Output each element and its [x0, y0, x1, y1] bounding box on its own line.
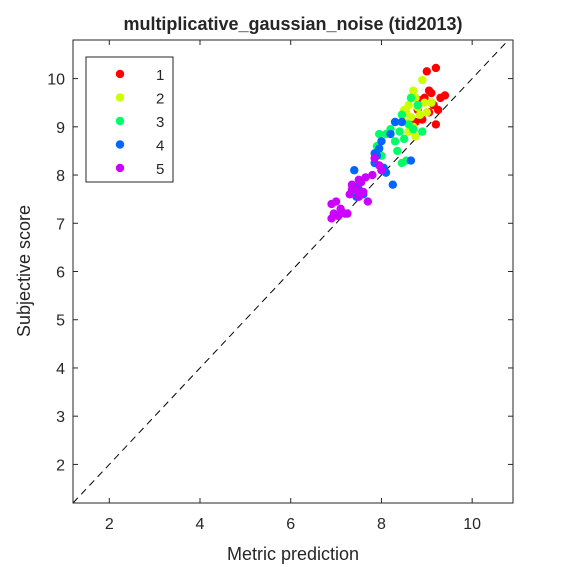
- legend-label-4: 4: [156, 138, 164, 155]
- data-point-series-5: [327, 199, 336, 209]
- data-point-series-1: [433, 105, 443, 115]
- data-point-series-3: [418, 127, 427, 136]
- x-tick-label: 2: [105, 516, 114, 533]
- data-point-series-5: [368, 170, 377, 180]
- data-point-series-1: [431, 63, 441, 73]
- data-point-series-3: [406, 93, 416, 103]
- y-tick-label: 5: [56, 313, 65, 330]
- data-point-series-3: [397, 110, 407, 119]
- y-tick-label: 6: [56, 265, 65, 282]
- y-axis-label: Subjective score: [14, 205, 34, 337]
- data-point-series-2: [415, 110, 425, 119]
- data-point-series-4: [377, 137, 386, 146]
- x-tick-label: 6: [286, 516, 295, 533]
- legend-marker-3: [115, 116, 125, 126]
- y-tick-label: 10: [47, 72, 65, 89]
- y-tick-label: 8: [56, 168, 65, 185]
- data-point-series-1: [431, 120, 441, 129]
- data-point-series-2: [411, 132, 420, 141]
- legend-marker-5: [115, 163, 125, 173]
- legend: 1 2 3 4 5: [85, 56, 174, 183]
- data-point-series-4: [397, 117, 407, 127]
- y-tick-label: 9: [56, 120, 65, 137]
- x-tick-label: 10: [463, 516, 481, 533]
- x-tick-label: 8: [377, 516, 386, 533]
- x-tick-label: 4: [196, 516, 205, 533]
- data-point-series-1: [427, 88, 436, 98]
- legend-label-5: 5: [156, 161, 164, 178]
- data-point-series-2: [406, 112, 416, 122]
- y-tick-label: 2: [56, 457, 65, 474]
- legend-label-2: 2: [156, 91, 164, 108]
- x-axis-label: Metric prediction: [227, 544, 359, 564]
- data-point-series-5: [363, 197, 373, 206]
- data-point-series-4: [386, 129, 395, 139]
- data-point-series-5: [347, 185, 357, 194]
- data-point-series-3: [395, 127, 404, 136]
- data-point-series-3: [374, 129, 384, 139]
- data-point-series-2: [409, 86, 418, 95]
- data-point-series-3: [413, 100, 422, 110]
- y-tick-label: 4: [56, 361, 65, 378]
- data-point-series-2: [422, 108, 432, 117]
- data-point-series-2: [418, 75, 427, 85]
- legend-marker-4: [115, 140, 125, 149]
- data-point-series-3: [399, 134, 409, 144]
- data-point-series-5: [356, 178, 366, 187]
- data-point-series-1: [422, 67, 432, 76]
- legend-marker-2: [115, 93, 125, 102]
- y-tick-label: 7: [56, 216, 65, 233]
- data-point-series-5: [370, 153, 379, 163]
- data-point-series-3: [397, 158, 407, 168]
- data-point-series-2: [427, 98, 436, 107]
- legend-box: [85, 56, 174, 183]
- identity-reference-line: [72, 39, 509, 504]
- data-point-series-4: [388, 180, 397, 189]
- data-point-series-5: [343, 209, 352, 218]
- y-tick-label: 3: [56, 409, 65, 426]
- legend-label-3: 3: [156, 114, 164, 131]
- chart-title: multiplicative_gaussian_noise (tid2013): [123, 14, 462, 34]
- plot-area: 2 4 6 8 10 2 3 4 5 6 7 8 9 10: [47, 39, 514, 533]
- data-point-series-5: [327, 214, 336, 223]
- data-point-series-1: [440, 91, 450, 100]
- data-point-series-3: [404, 120, 413, 129]
- legend-marker-1: [115, 69, 125, 79]
- data-point-series-4: [390, 117, 400, 127]
- data-point-series-3: [393, 146, 402, 156]
- data-point-series-4: [350, 166, 359, 175]
- data-point-series-5: [354, 192, 363, 201]
- data-point-series-4: [406, 156, 416, 165]
- data-point-series-5: [377, 166, 386, 175]
- data-point-series-2: [420, 98, 429, 107]
- legend-label-1: 1: [156, 67, 164, 84]
- data-point-series-5: [334, 211, 343, 221]
- data-point-series-3: [390, 137, 400, 146]
